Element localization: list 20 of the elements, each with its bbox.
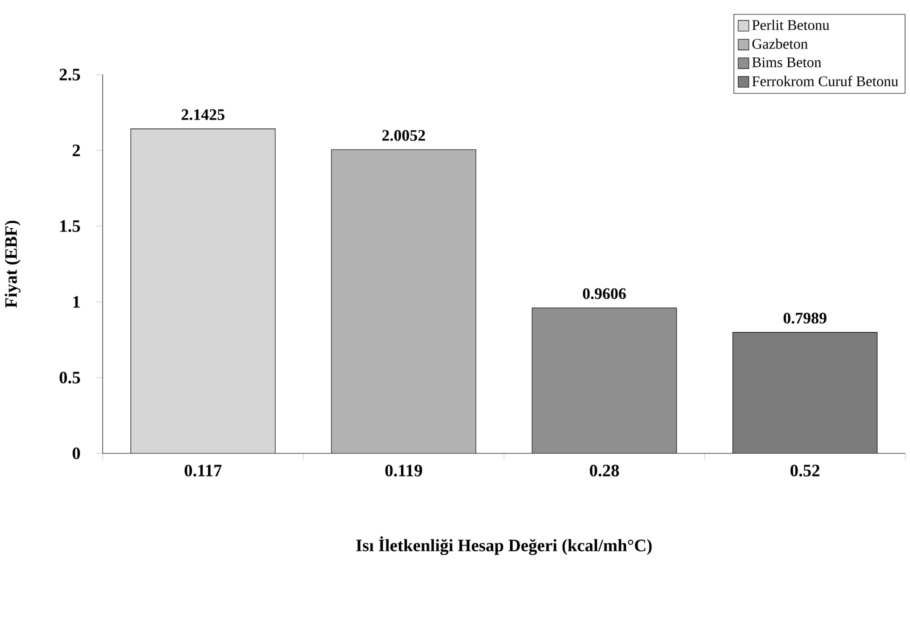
y-tick-label: 2.5 [60, 68, 80, 81]
legend-label: Perlit Betonu [752, 20, 830, 30]
y-tick-label: 1 [73, 296, 80, 308]
y-tick-label: 0 [72, 447, 80, 460]
data-label: 2.1425 [182, 109, 224, 120]
y-tick-label: 1.5 [60, 220, 80, 232]
legend-label: Gazbeton [752, 38, 808, 49]
y-tick-label: 0.5 [60, 372, 80, 384]
x-tick-label: 0.119 [385, 464, 422, 476]
data-label: 0.9606 [582, 288, 626, 300]
x-axis-title: Isı İletkenliği Hesap Değeri (kcal/mh°C) [356, 536, 652, 555]
legend-label: Ferrokrom Curuf Betonu [752, 76, 898, 86]
legend-label: Bims Beton [752, 57, 822, 68]
x-tick-label: 0.52 [790, 464, 820, 476]
data-label: 2.0052 [382, 130, 425, 141]
y-axis-title: Fiyat (EBF) [4, 220, 20, 308]
data-label: 0.7989 [784, 312, 826, 324]
x-tick-label: 0.28 [590, 464, 619, 476]
x-tick-label: 0.117 [184, 464, 222, 476]
y-tick-label: 2 [72, 144, 80, 156]
